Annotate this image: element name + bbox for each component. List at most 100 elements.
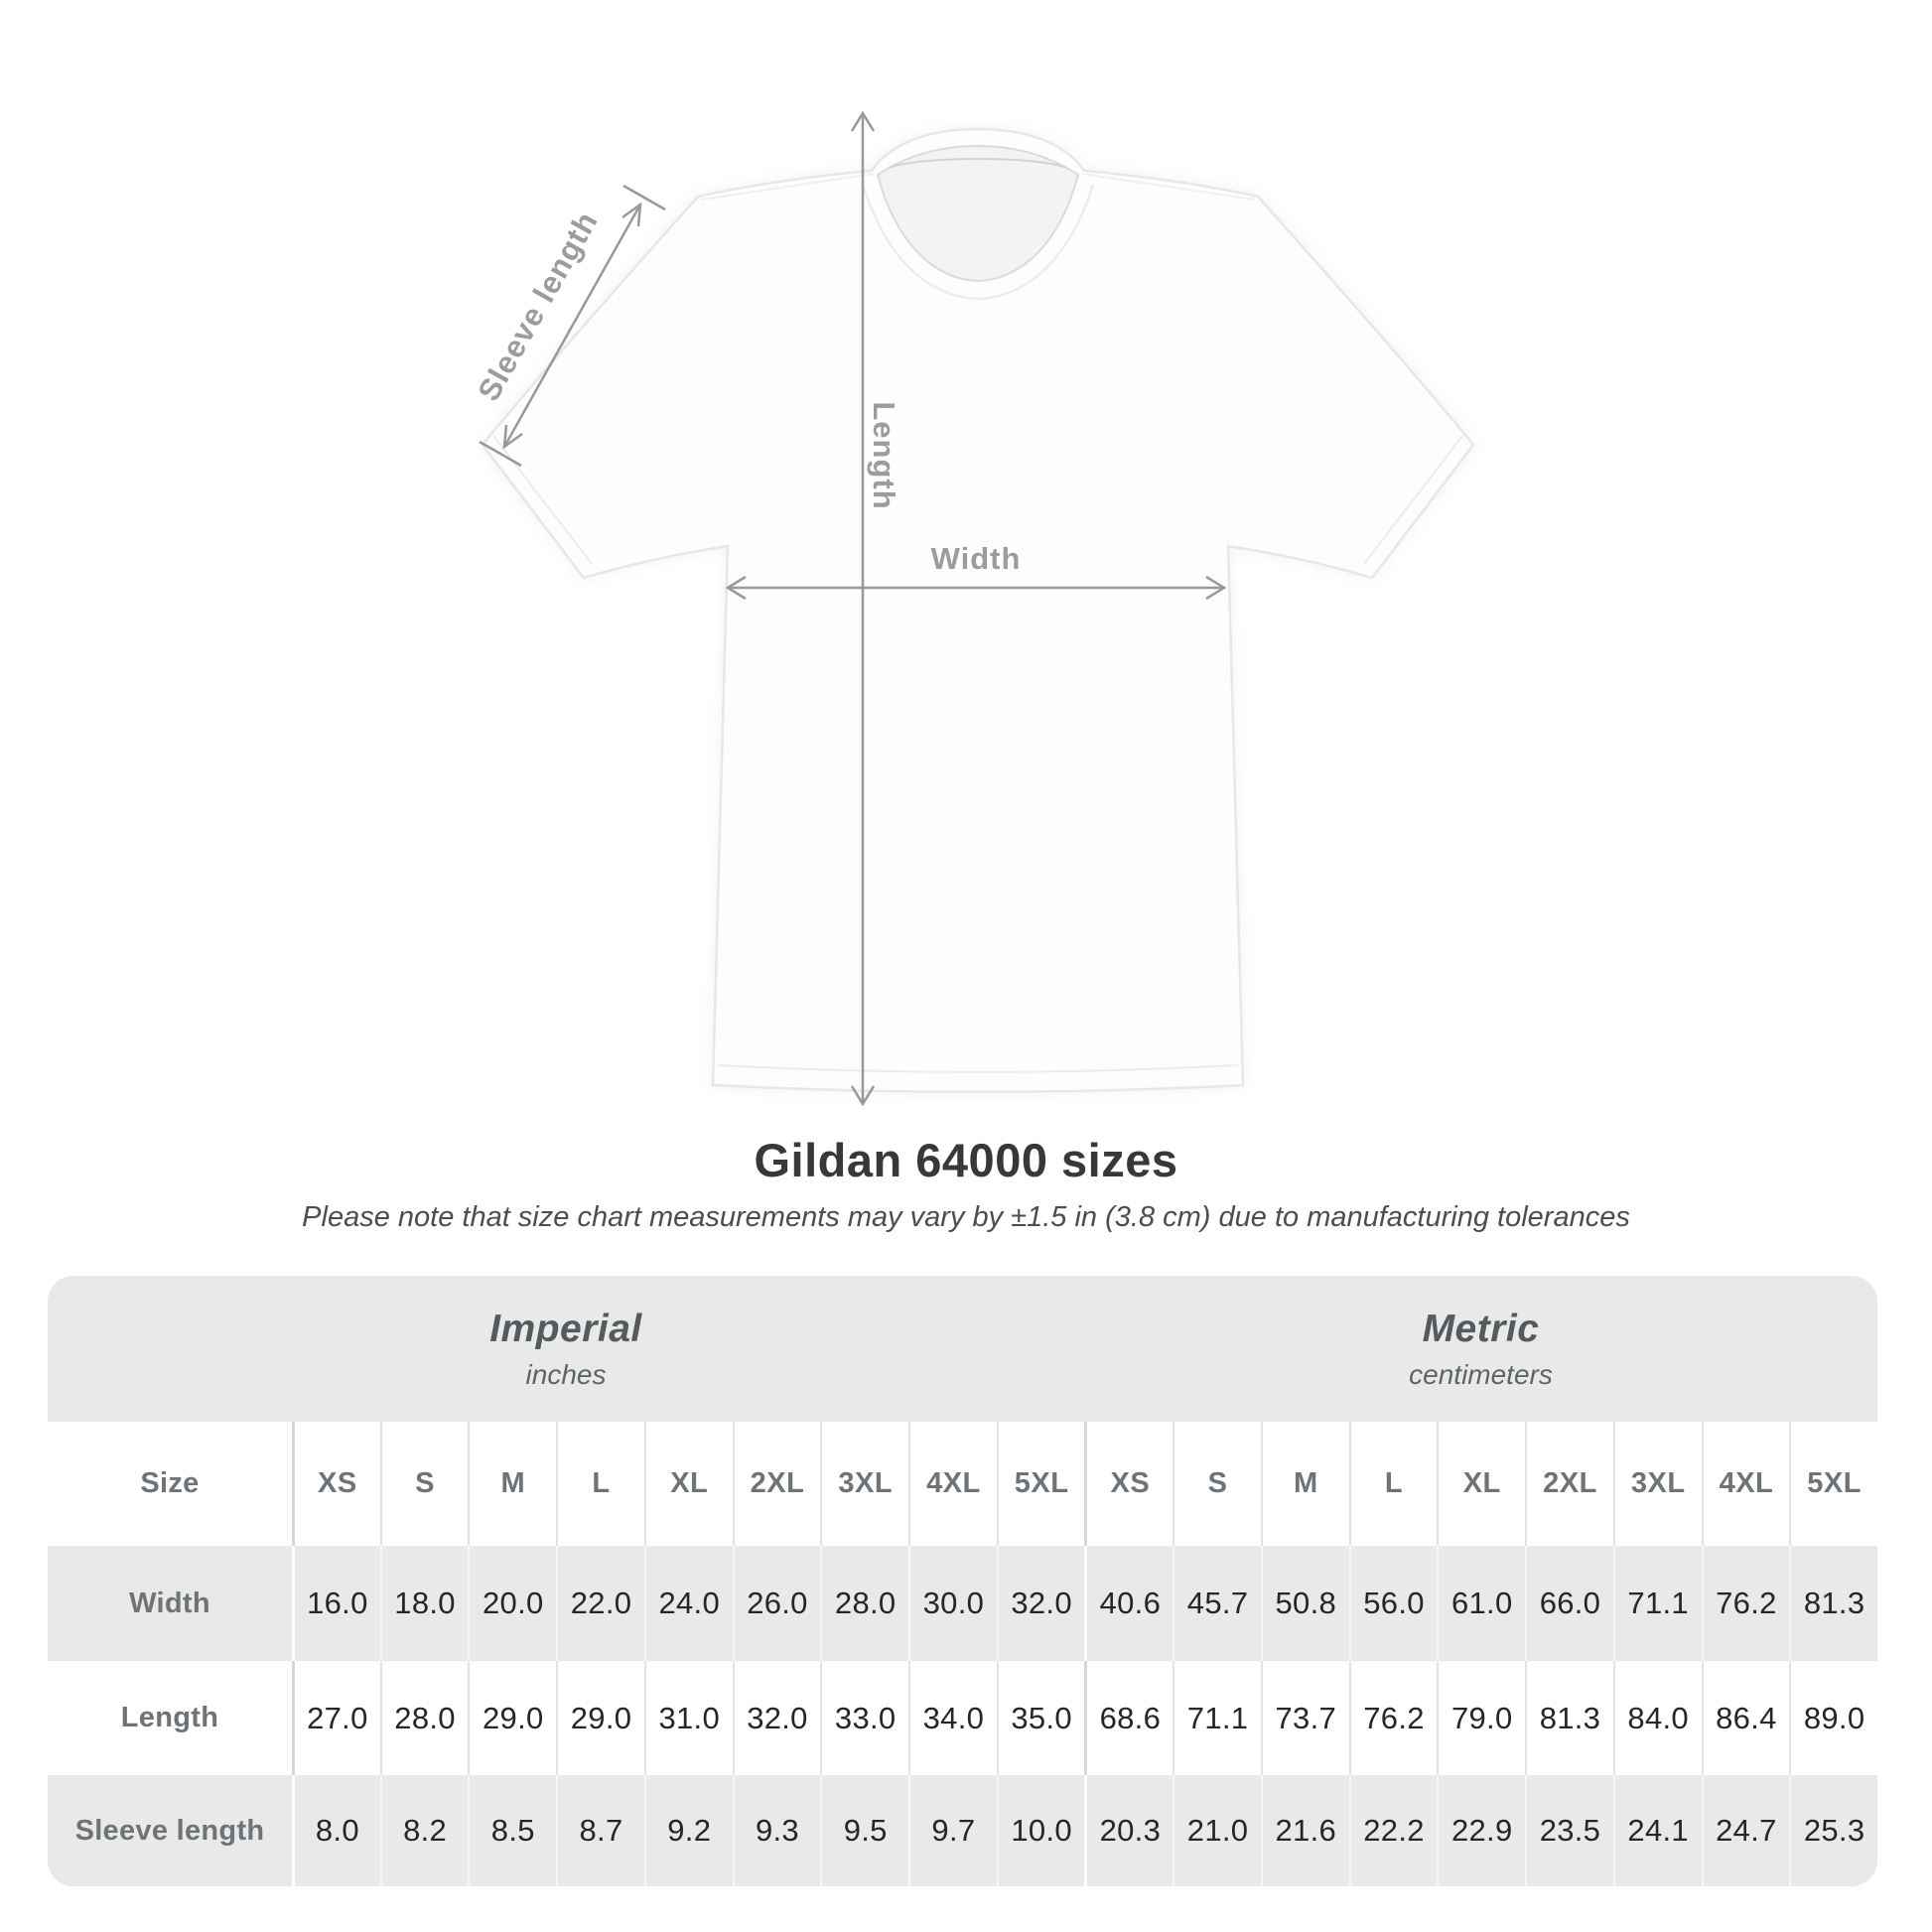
value-cell: 26.0: [732, 1546, 821, 1661]
shoulder-seam-right: [1081, 173, 1256, 201]
value-cell: 71.1: [1612, 1546, 1702, 1661]
value-cell: 35.0: [996, 1661, 1085, 1775]
length-label: Length: [867, 401, 901, 509]
value-cell: 81.3: [1789, 1546, 1877, 1661]
value-cell: 71.1: [1173, 1661, 1261, 1775]
value-cell: 89.0: [1789, 1661, 1877, 1775]
width-label: Width: [931, 541, 1022, 576]
value-cell: 22.9: [1437, 1775, 1525, 1886]
imperial-header-group: Imperial inches: [48, 1276, 1084, 1422]
value-cell: 84.0: [1612, 1661, 1702, 1775]
value-cell: 24.1: [1612, 1775, 1702, 1886]
imperial-unit-label: inches: [525, 1358, 607, 1390]
value-cell: 76.2: [1701, 1546, 1790, 1661]
page-title: Gildan 64000 sizes: [754, 1134, 1178, 1186]
value-cell: 9.3: [732, 1775, 821, 1886]
value-cell: 24.7: [1701, 1775, 1790, 1886]
value-cell: 9.7: [908, 1775, 997, 1886]
sleeve-length-dimension-line: [479, 184, 666, 468]
tshirt-graphic: [481, 127, 1475, 1093]
metric-header: Metric: [1422, 1307, 1540, 1350]
value-cell: 8.5: [468, 1775, 556, 1886]
unit-header-band: Imperial inches Metric centimeters: [48, 1276, 1877, 1422]
size-header-imperial-m: M: [468, 1422, 556, 1546]
size-column-header: Size: [140, 1467, 200, 1499]
value-cell: 22.2: [1348, 1775, 1438, 1886]
size-header-metric-5xl: 5XL: [1789, 1422, 1877, 1546]
value-cell: 56.0: [1348, 1546, 1438, 1661]
value-cell: 8.0: [292, 1775, 380, 1886]
size-header-metric-m: M: [1260, 1422, 1349, 1546]
value-cell: 86.4: [1701, 1661, 1790, 1775]
size-header-metric-xs: XS: [1084, 1422, 1173, 1546]
value-cell: 33.0: [820, 1661, 908, 1775]
value-cell: 81.3: [1525, 1661, 1613, 1775]
sleeve-length-row: Sleeve length 8.0 8.2 8.5 8.7 9.2 9.3 9.5 9.7 10.…: [48, 1775, 1877, 1886]
size-table: Imperial inches Metric centimeters Size X…: [48, 1276, 1877, 1886]
length-dimension-line: [850, 110, 876, 1107]
size-header-imperial-2xl: 2XL: [732, 1422, 821, 1546]
value-cell: 76.2: [1348, 1661, 1438, 1775]
collar-back-seam: [889, 158, 1067, 169]
size-header-imperial-5xl: 5XL: [996, 1422, 1085, 1546]
size-header-metric-3xl: 3XL: [1612, 1422, 1702, 1546]
metric-unit-label: centimeters: [1409, 1358, 1553, 1390]
size-header-imperial-3xl: 3XL: [820, 1422, 908, 1546]
value-cell: 16.0: [292, 1546, 380, 1661]
sleeve-stitch-left: [492, 435, 593, 565]
value-cell: 45.7: [1173, 1546, 1261, 1661]
row-label: Length: [120, 1702, 219, 1733]
bottom-hem-stitch: [717, 1064, 1239, 1073]
size-header-metric-2xl: 2XL: [1525, 1422, 1613, 1546]
size-header-imperial-xl: XL: [643, 1422, 733, 1546]
value-cell: 68.6: [1084, 1661, 1173, 1775]
value-cell: 22.0: [556, 1546, 644, 1661]
tshirt-diagram: Sleeve length Length Width: [471, 110, 1475, 1107]
value-cell: 9.5: [820, 1775, 908, 1886]
size-header-metric-l: L: [1348, 1422, 1438, 1546]
size-header-row: Size XS S M L XL 2XL 3XL 4XL 5XL XS S M L XL 2XL 3XL 4XL 5…: [48, 1422, 1877, 1546]
shoulder-seam-left: [700, 173, 875, 201]
value-cell: 29.0: [468, 1661, 556, 1775]
value-cell: 27.0: [292, 1661, 380, 1775]
value-cell: 73.7: [1260, 1661, 1349, 1775]
value-cell: 21.6: [1260, 1775, 1349, 1886]
value-cell: 25.3: [1789, 1775, 1877, 1886]
value-cell: 28.0: [379, 1661, 469, 1775]
value-cell: 20.3: [1084, 1775, 1173, 1886]
size-header-metric-xl: XL: [1437, 1422, 1525, 1546]
value-cell: 20.0: [468, 1546, 556, 1661]
value-cell: 29.0: [556, 1661, 644, 1775]
value-cell: 79.0: [1437, 1661, 1525, 1775]
value-cell: 30.0: [908, 1546, 997, 1661]
sleeve-stitch-right: [1363, 435, 1463, 565]
value-cell: 50.8: [1260, 1546, 1349, 1661]
size-header-metric-s: S: [1173, 1422, 1261, 1546]
size-header-imperial-l: L: [556, 1422, 644, 1546]
width-row: Width 16.0 18.0 20.0 22.0 24.0 26.0 28.0 30.0 32.…: [48, 1546, 1877, 1661]
value-cell: 24.0: [643, 1546, 733, 1661]
value-cell: 18.0: [379, 1546, 469, 1661]
value-cell: 28.0: [820, 1546, 908, 1661]
row-label: Sleeve length: [74, 1814, 265, 1847]
row-label: Width: [129, 1587, 210, 1619]
value-cell: 40.6: [1084, 1546, 1173, 1661]
value-cell: 32.0: [732, 1661, 821, 1775]
imperial-header: Imperial: [489, 1307, 642, 1350]
value-cell: 10.0: [996, 1775, 1085, 1886]
value-cell: 34.0: [908, 1661, 997, 1775]
value-cell: 9.2: [643, 1775, 733, 1886]
tolerance-note: Please note that size chart measurements…: [302, 1201, 1630, 1233]
value-cell: 61.0: [1437, 1546, 1525, 1661]
metric-header-group: Metric centimeters: [1084, 1276, 1877, 1422]
value-cell: 32.0: [996, 1546, 1085, 1661]
length-row: Length 27.0 28.0 29.0 29.0 31.0 32.0 33.0 34.0 35…: [48, 1661, 1877, 1775]
value-cell: 8.7: [556, 1775, 644, 1886]
collar-outer-stitch: [861, 184, 1095, 301]
value-cell: 21.0: [1173, 1775, 1261, 1886]
tshirt-body: [481, 127, 1475, 1093]
value-cell: 66.0: [1525, 1546, 1613, 1661]
collar-opening: [876, 144, 1080, 283]
size-header-imperial-xs: XS: [292, 1422, 380, 1546]
